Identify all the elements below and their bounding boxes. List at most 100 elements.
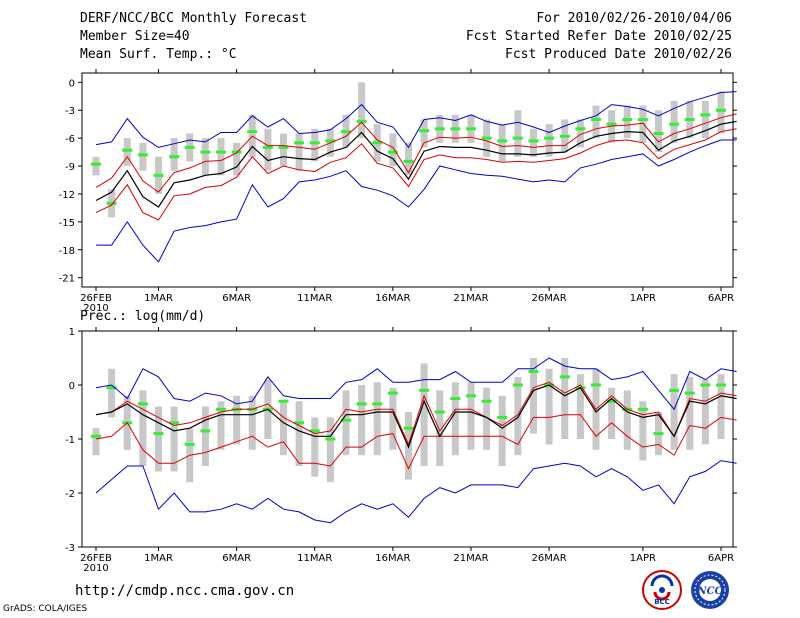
ensemble-box xyxy=(201,406,209,466)
ensemble-box xyxy=(280,401,287,456)
ensemble-box xyxy=(639,401,647,461)
ensemble-box xyxy=(670,100,678,143)
ensemble-box xyxy=(514,110,522,157)
x-tick-label: 26FEB xyxy=(80,553,112,564)
forecast-title: DERF/NCC/BCC Monthly Forecast xyxy=(80,11,307,26)
ensemble-box xyxy=(420,119,428,148)
ensemble-box xyxy=(592,105,600,139)
ensemble-box xyxy=(576,119,584,148)
ensemble-box xyxy=(420,363,428,466)
ensemble-box xyxy=(233,142,241,176)
ensemble-box xyxy=(576,374,584,439)
forecast-period-label: For 2010/02/26-2010/04/06 xyxy=(536,11,732,26)
temp-variable-label: Mean Surf. Temp.: °C xyxy=(80,47,237,62)
ensemble-box xyxy=(139,142,147,171)
ensemble-box xyxy=(311,417,319,477)
envelope-lower-line xyxy=(95,357,737,411)
ensemble-box xyxy=(530,128,537,157)
ensemble-box xyxy=(342,390,350,456)
x-tick-year: 2010 xyxy=(83,563,108,574)
ensemble-box xyxy=(311,128,319,162)
ensemble-box xyxy=(498,124,506,162)
source-url-link[interactable]: http://cmdp.ncc.cma.gov.cn xyxy=(75,583,295,599)
x-tick-label: 6MAR xyxy=(222,553,251,564)
ensemble-box xyxy=(264,128,272,171)
y-tick-label: -9 xyxy=(65,162,75,173)
envelope-lower-line xyxy=(96,139,737,263)
x-tick-label: 16MAR xyxy=(375,293,410,304)
ensemble-box xyxy=(639,105,647,143)
ensemble-box xyxy=(717,91,725,134)
y-tick-label: -18 xyxy=(59,246,75,257)
ensemble-box xyxy=(623,390,631,450)
spread-lower-line xyxy=(95,113,737,193)
precip-variable-label: Prec.: log(mm/d) xyxy=(80,309,206,324)
ensemble-box xyxy=(389,133,397,167)
ensemble-box xyxy=(233,395,241,445)
ensemble-box xyxy=(623,105,631,139)
refer-date-label: Fcst Started Refer Date 2010/02/25 xyxy=(465,29,732,44)
x-tick-label: 1MAR xyxy=(144,293,173,304)
ensemble-box xyxy=(389,387,397,450)
ensemble-box xyxy=(514,376,522,456)
x-tick-label: 1MAR xyxy=(144,553,173,564)
x-tick-label: 11MAR xyxy=(297,293,332,304)
ensemble-box xyxy=(701,379,709,445)
ensemble-box xyxy=(108,368,116,418)
x-tick-label: 16MAR xyxy=(375,553,410,564)
ensemble-box xyxy=(139,390,147,466)
y-tick-label: -3 xyxy=(65,543,75,554)
y-tick-label: 0 xyxy=(69,78,75,89)
ensemble-box xyxy=(686,376,694,450)
ensemble-box xyxy=(655,110,662,153)
x-tick-year: 2010 xyxy=(83,303,108,314)
x-tick-label: 21MAR xyxy=(453,293,488,304)
ensemble-box xyxy=(545,124,553,157)
ensemble-box xyxy=(92,428,100,456)
ensemble-box xyxy=(326,417,334,483)
ensemble-box xyxy=(701,100,709,139)
y-tick-label: -1 xyxy=(65,435,75,446)
y-tick-label: -21 xyxy=(59,274,75,285)
ensemble-box xyxy=(358,385,366,456)
x-tick-label: 21MAR xyxy=(453,553,488,564)
x-tick-label: 1APR xyxy=(630,293,656,304)
x-tick-label: 1APR xyxy=(630,553,656,564)
y-tick-label: -6 xyxy=(65,134,75,145)
x-tick-label: 6MAR xyxy=(222,293,251,304)
ensemble-box xyxy=(670,374,678,450)
spread-upper-line xyxy=(95,381,737,446)
ensemble-box xyxy=(155,406,162,472)
ensemble-box xyxy=(405,142,412,176)
x-tick-label: 26FEB xyxy=(80,293,112,304)
ensemble-box xyxy=(295,401,303,466)
ensemble-box xyxy=(280,133,287,167)
member-size-label: Member Size=40 xyxy=(80,29,190,44)
spread-lower-line xyxy=(95,414,737,470)
produced-date-label: Fcst Produced Date 2010/02/26 xyxy=(505,47,732,62)
ensemble-box xyxy=(483,387,491,450)
plot-frame xyxy=(81,72,734,288)
y-tick-label: 1 xyxy=(69,327,75,338)
ensemble-box xyxy=(717,374,725,439)
y-tick-label: 0 xyxy=(69,381,75,392)
x-tick-label: 26MAR xyxy=(532,293,567,304)
envelope-upper-line xyxy=(95,91,737,149)
ensemble-box xyxy=(295,133,303,171)
y-tick-label: -2 xyxy=(65,489,75,500)
ensemble-box xyxy=(608,387,616,439)
y-tick-label: -3 xyxy=(65,106,75,117)
ensemble-box xyxy=(201,138,209,176)
x-tick-label: 6APR xyxy=(708,553,734,564)
ensemble-mean-line xyxy=(95,120,737,208)
ensemble-box xyxy=(561,358,569,439)
x-tick-label: 11MAR xyxy=(297,553,332,564)
ensemble-box xyxy=(217,401,225,450)
ensemble-box xyxy=(467,382,475,450)
ensemble-box xyxy=(123,138,131,167)
ensemble-box xyxy=(451,382,459,456)
ensemble-box xyxy=(217,138,225,176)
